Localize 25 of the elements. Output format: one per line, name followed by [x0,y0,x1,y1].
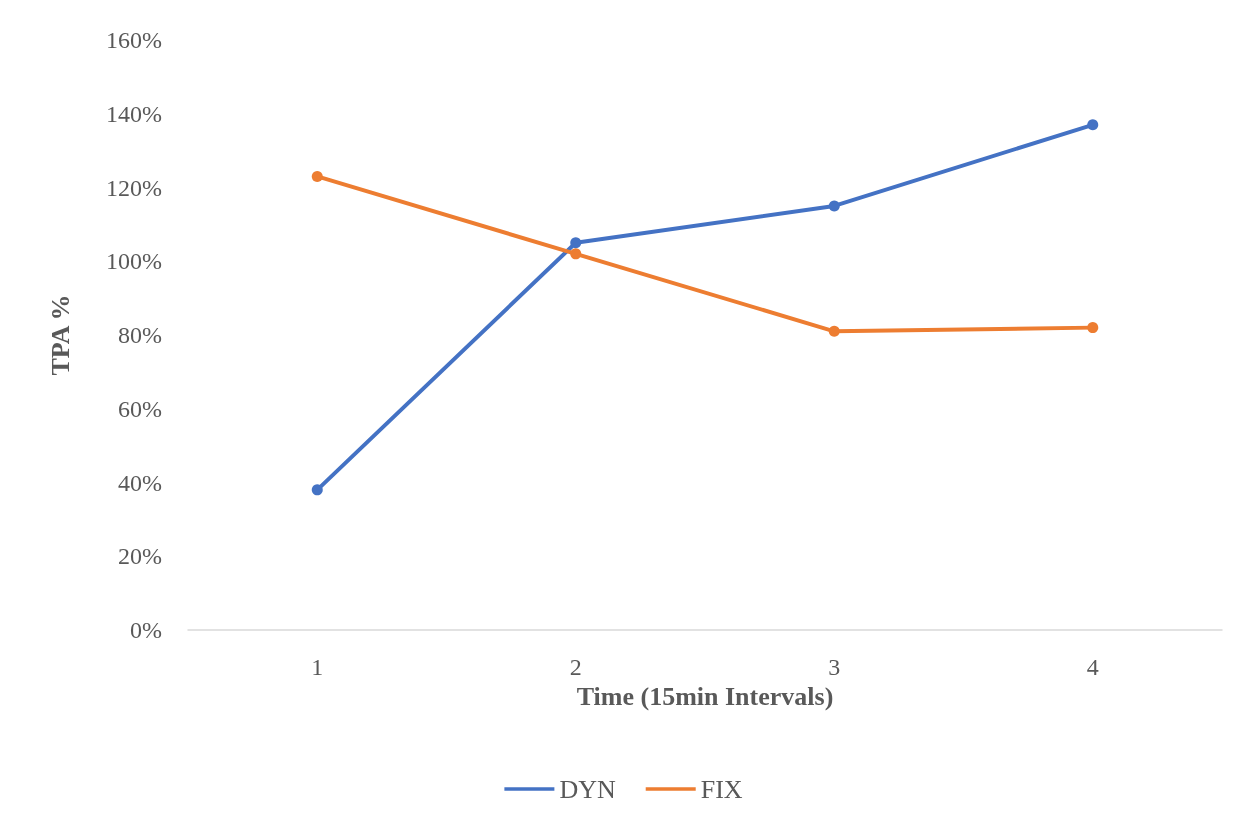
point [1087,322,1099,334]
x-tick-label: 3 [828,654,841,680]
point [828,325,840,337]
y-tick-label: 140% [106,100,162,127]
point [570,237,582,249]
y-tick-label: 120% [106,174,162,201]
y-axis-title: TPA % [45,294,75,376]
y-tick-label: 80% [118,322,162,348]
x-tick-label: 4 [1086,654,1099,680]
legend-label: FIX [700,774,743,804]
point [311,484,323,496]
point [1087,119,1099,131]
point [828,200,840,212]
point [311,170,323,182]
y-tick-label: 20% [118,543,162,570]
x-axis-title: Time (15min Intervals) [576,682,834,712]
y-tick-label: 40% [118,469,162,496]
x-tick-label: 1 [311,654,324,680]
y-tick-label: 160% [106,27,162,53]
y-tick-label: 0% [130,617,162,643]
legend-label: DYN [559,774,616,804]
y-tick-label: 100% [106,248,162,275]
x-tick-label: 2 [569,654,582,680]
point [570,248,582,260]
y-tick-label: 60% [118,395,162,422]
